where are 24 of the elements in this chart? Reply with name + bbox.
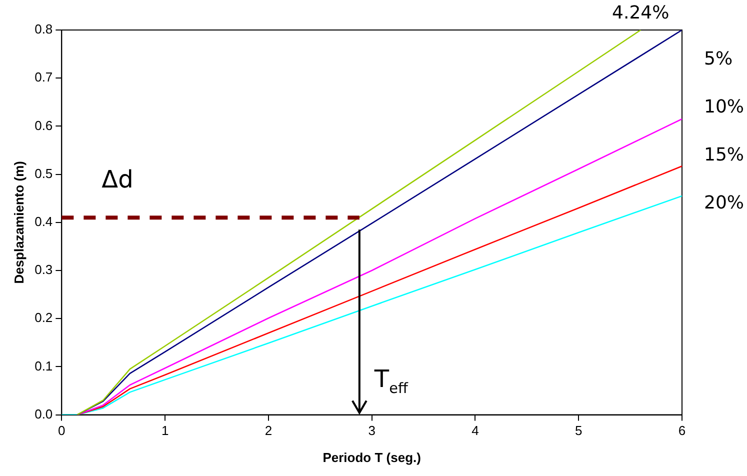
ref-line-label: Δd — [102, 166, 134, 194]
y-tick-label: 0.8 — [34, 22, 53, 37]
y-tick-label: 0.1 — [34, 358, 53, 374]
y-tick-label: 0.6 — [34, 118, 53, 133]
x-tick-label: 0 — [58, 423, 66, 438]
x-tick-label: 4 — [472, 423, 479, 438]
y-tick-label: 0.0 — [34, 406, 53, 422]
x-axis-title: Periodo T (seg.) — [322, 450, 421, 465]
y-tick-label: 0.7 — [34, 70, 53, 85]
series-label: 20% — [704, 192, 744, 214]
x-tick-label: 2 — [264, 423, 272, 438]
series-label: 10% — [704, 96, 744, 118]
series-label: 15% — [704, 144, 744, 166]
y-tick-label: 0.3 — [34, 262, 53, 278]
y-tick-label: 0.2 — [34, 310, 53, 326]
x-tick-label: 5 — [574, 423, 582, 438]
y-tick-label: 0.5 — [34, 166, 53, 181]
y-axis-title: Desplazamiento (m) — [11, 160, 26, 284]
x-tick-label: 1 — [161, 423, 169, 438]
y-tick-label: 0.4 — [34, 214, 53, 229]
x-tick-label: 6 — [678, 423, 686, 438]
x-tick-label: 3 — [368, 423, 376, 438]
series-label: 5% — [704, 48, 733, 70]
series-label: 4.24% — [612, 2, 670, 24]
